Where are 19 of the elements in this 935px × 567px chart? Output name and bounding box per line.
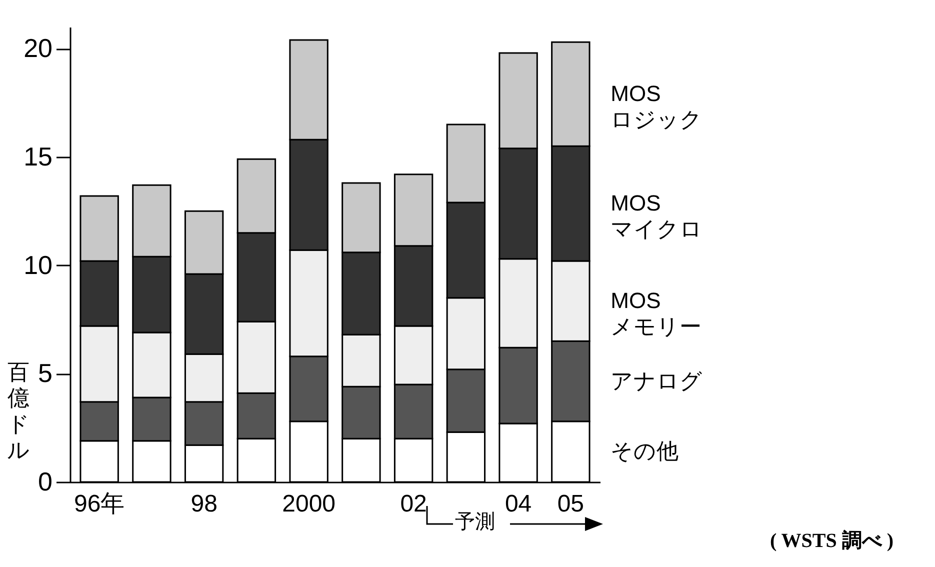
series-label: その他 — [610, 438, 679, 464]
y-tick-label: 20 — [24, 33, 52, 64]
x-tick-label: 05 — [557, 490, 584, 518]
text: ( WSTS 調べ ) — [770, 528, 894, 554]
series-label: MOS メモリー — [610, 288, 702, 340]
series-label: MOS マイクロ — [610, 190, 703, 242]
x-tick-label: 96年 — [74, 490, 125, 518]
y-tick-label: 0 — [38, 466, 52, 496]
x-tick-label: 98 — [190, 490, 218, 518]
x-tick-label: 2000 — [282, 490, 336, 518]
y-axis-title: 百億ドル — [7, 360, 30, 462]
y-tick-label: 5 — [38, 358, 52, 388]
x-tick-label: 02 — [400, 490, 427, 518]
text: 予測 — [455, 510, 495, 535]
y-tick-label: 10 — [24, 250, 52, 280]
y-tick-label: 15 — [24, 142, 52, 172]
series-label: アナログ — [610, 368, 703, 394]
series-label: MOS ロジック — [610, 81, 703, 132]
x-tick-label: 04 — [504, 490, 532, 518]
